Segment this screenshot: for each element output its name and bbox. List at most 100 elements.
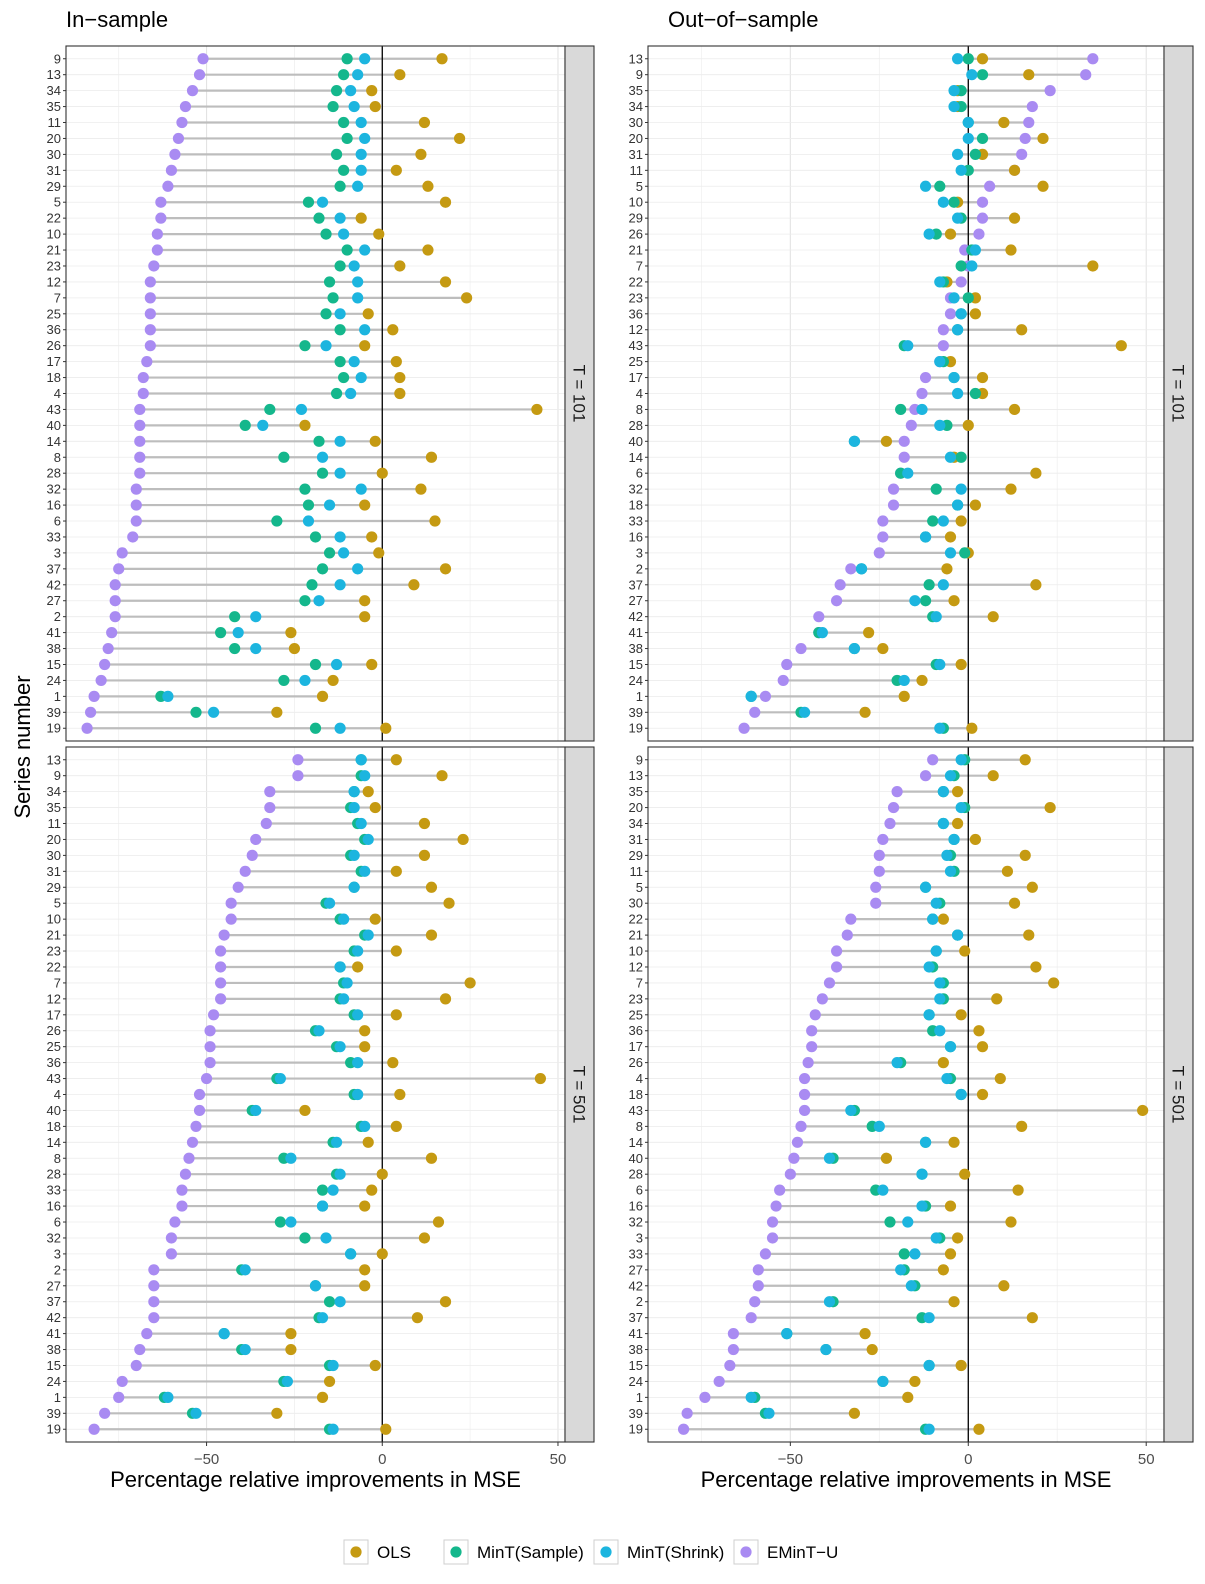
point-ols bbox=[898, 690, 910, 702]
y-tick-label: 18 bbox=[629, 498, 643, 513]
y-tick-label: 17 bbox=[629, 370, 643, 385]
point-emintu bbox=[870, 881, 882, 893]
point-emintu bbox=[887, 499, 900, 511]
point-mintshrink bbox=[348, 786, 360, 798]
point-mintshrink bbox=[923, 1312, 935, 1324]
point-emintu bbox=[831, 595, 843, 607]
y-tick-label: 4 bbox=[54, 386, 61, 401]
point-emintu bbox=[1019, 132, 1031, 145]
point-mintshrink bbox=[898, 674, 910, 687]
point-ols bbox=[1019, 849, 1031, 861]
y-tick-label: 7 bbox=[636, 258, 643, 273]
y-tick-label: 9 bbox=[54, 768, 61, 783]
point-mintshrink bbox=[962, 132, 974, 145]
y-tick-label: 2 bbox=[54, 1262, 61, 1277]
point-ols bbox=[948, 1136, 960, 1148]
point-emintu bbox=[130, 515, 142, 527]
y-tick-label: 41 bbox=[47, 625, 61, 640]
point-mintshrink bbox=[338, 547, 350, 559]
y-tick-label: 16 bbox=[629, 529, 643, 544]
point-ols bbox=[994, 1072, 1006, 1085]
y-tick-label: 26 bbox=[629, 227, 643, 242]
point-mintshrink bbox=[944, 865, 957, 877]
y-tick-label: 14 bbox=[629, 450, 643, 465]
point-emintu bbox=[218, 929, 230, 941]
point-ols bbox=[453, 132, 466, 145]
point-mintshrink bbox=[923, 961, 935, 973]
point-emintu bbox=[134, 435, 146, 447]
point-emintu bbox=[976, 212, 989, 224]
x-tick-label: 0 bbox=[964, 1451, 972, 1468]
y-tick-label: 25 bbox=[629, 1007, 643, 1022]
y-tick-label: 24 bbox=[47, 1374, 61, 1389]
point-mintsample bbox=[955, 260, 967, 272]
point-mintshrink bbox=[218, 1328, 230, 1340]
y-tick-label: 26 bbox=[47, 1023, 61, 1038]
point-ols bbox=[998, 116, 1010, 129]
y-tick-label: 10 bbox=[629, 195, 643, 210]
point-ols bbox=[1087, 260, 1099, 272]
point-emintu bbox=[823, 977, 836, 989]
point-emintu bbox=[1044, 85, 1056, 97]
y-tick-label: 36 bbox=[629, 1023, 643, 1038]
point-ols bbox=[959, 1168, 971, 1180]
y-tick-label: 42 bbox=[629, 1278, 643, 1293]
facet-strip bbox=[564, 746, 595, 1443]
point-mintshrink bbox=[355, 817, 367, 830]
point-mintshrink bbox=[285, 1216, 297, 1228]
point-mintsample bbox=[898, 1248, 910, 1260]
point-mintshrink bbox=[352, 69, 364, 81]
point-mintshrink bbox=[952, 929, 964, 941]
point-emintu bbox=[873, 865, 885, 877]
point-emintu bbox=[795, 1120, 807, 1132]
point-ols bbox=[1044, 801, 1056, 814]
point-ols bbox=[369, 100, 381, 113]
point-emintu bbox=[232, 881, 244, 893]
point-emintu bbox=[770, 1200, 782, 1212]
point-ols bbox=[902, 1391, 914, 1403]
point-emintu bbox=[193, 1104, 206, 1117]
y-tick-label: 36 bbox=[47, 1055, 61, 1070]
point-mintshrink bbox=[285, 1152, 297, 1164]
point-mintshrink bbox=[798, 706, 811, 718]
y-tick-label: 20 bbox=[47, 131, 61, 146]
y-tick-label: 7 bbox=[54, 290, 61, 305]
point-ols bbox=[323, 1375, 336, 1388]
y-tick-label: 3 bbox=[54, 545, 61, 560]
point-mintsample bbox=[976, 69, 989, 81]
point-ols bbox=[955, 1009, 967, 1021]
point-mintshrink bbox=[948, 371, 960, 384]
point-ols bbox=[534, 1072, 547, 1085]
point-ols bbox=[439, 276, 452, 288]
point-emintu bbox=[1087, 53, 1099, 65]
point-mintsample bbox=[338, 164, 350, 176]
point-emintu bbox=[806, 1041, 818, 1053]
point-ols bbox=[955, 1359, 967, 1372]
point-ols bbox=[944, 531, 957, 543]
point-emintu bbox=[677, 1423, 690, 1435]
y-tick-label: 14 bbox=[47, 434, 61, 449]
point-emintu bbox=[102, 642, 114, 655]
point-mintshrink bbox=[923, 1359, 935, 1372]
y-tick-label: 30 bbox=[47, 147, 61, 162]
point-ols bbox=[955, 658, 967, 671]
point-mintshrink bbox=[919, 180, 932, 192]
point-ols bbox=[880, 435, 893, 447]
point-emintu bbox=[791, 1136, 804, 1148]
point-ols bbox=[1137, 1104, 1149, 1117]
point-mintshrink bbox=[905, 1280, 917, 1292]
y-tick-label: 30 bbox=[629, 896, 643, 911]
point-mintshrink bbox=[948, 833, 960, 846]
y-tick-label: 39 bbox=[629, 1406, 643, 1421]
point-mintshrink bbox=[348, 260, 360, 272]
y-tick-label: 3 bbox=[636, 1230, 643, 1245]
point-mintshrink bbox=[355, 164, 367, 176]
point-ols bbox=[866, 1343, 878, 1356]
point-emintu bbox=[99, 658, 111, 671]
point-ols bbox=[944, 1248, 957, 1260]
point-ols bbox=[959, 945, 971, 957]
point-mintshrink bbox=[316, 1200, 329, 1212]
point-ols bbox=[425, 881, 438, 893]
point-ols bbox=[969, 308, 981, 320]
point-emintu bbox=[169, 1216, 181, 1228]
